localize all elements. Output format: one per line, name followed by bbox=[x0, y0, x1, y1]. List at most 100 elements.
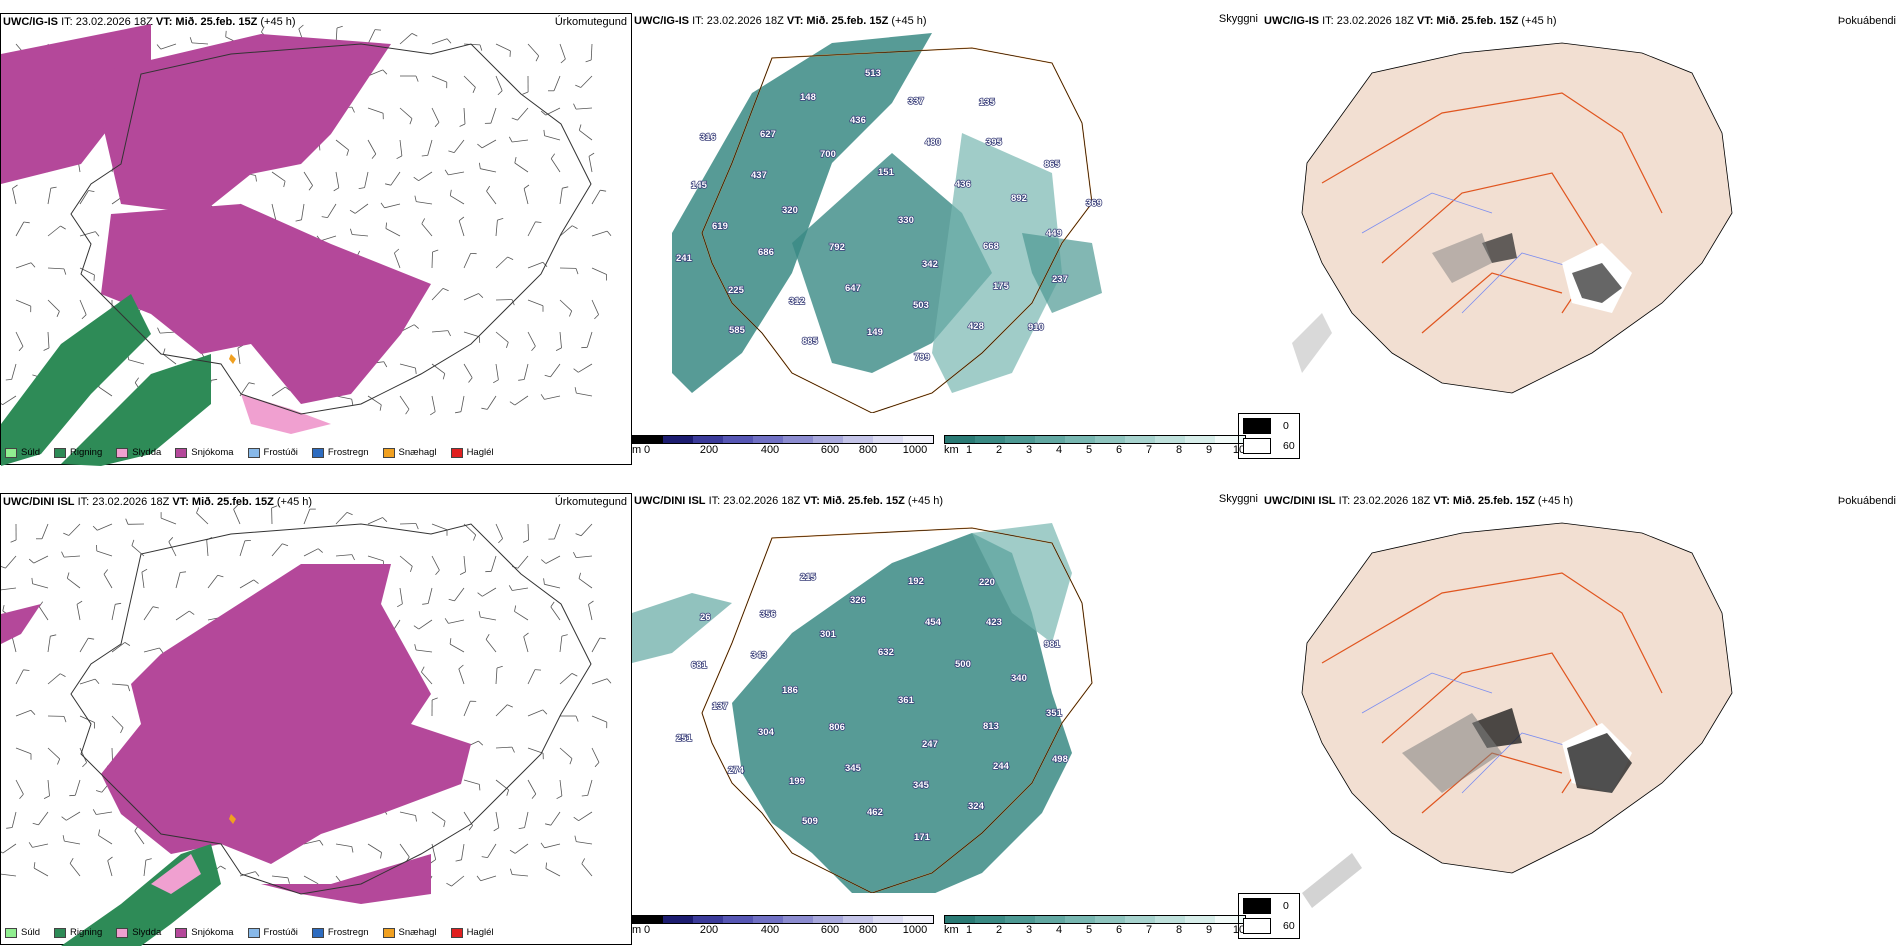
wind-barb-flag bbox=[415, 367, 417, 374]
wind-barb bbox=[463, 363, 473, 378]
ceiling-label: 175 bbox=[993, 281, 1010, 292]
wind-barb bbox=[237, 348, 241, 365]
wind-barb-flag bbox=[550, 601, 555, 608]
wind-barb bbox=[103, 573, 113, 589]
wind-barb bbox=[335, 843, 352, 847]
cloud-base-colorbar: m 0 200 400 600 800 1000 bbox=[632, 435, 934, 458]
wind-barb bbox=[527, 299, 544, 307]
wind-barb bbox=[160, 517, 177, 525]
ceiling-label: 498 bbox=[1052, 754, 1068, 765]
precip-legend-1: Súld Rigning Slydda Snjókoma Frostúði Fr… bbox=[5, 447, 494, 458]
wind-barb bbox=[588, 604, 593, 621]
ceiling-label: 324 bbox=[968, 801, 985, 812]
cloud-map-1: 330 792 151 342 320 436 647 700 668 686 480 503 437 8… bbox=[672, 33, 1103, 413]
wind-barb bbox=[335, 171, 340, 188]
precip-map-2 bbox=[1, 504, 612, 946]
cloud-visibility-panel-1: UWC/IG-IS IT: 23.02.2026 18Z VT: Mið. 25… bbox=[632, 13, 1262, 465]
wind-barb-flag bbox=[397, 603, 403, 608]
wind-barb bbox=[545, 555, 561, 564]
wind-barb bbox=[111, 604, 116, 621]
panel-title-5: UWC/DINI ISL IT: 23.02.2026 18Z VT: Mið.… bbox=[634, 495, 944, 507]
wind-barb bbox=[15, 221, 25, 237]
wind-barb-flag bbox=[379, 404, 382, 411]
ceiling-label: 700 bbox=[820, 149, 836, 160]
fog-legend-item: 60 bbox=[1243, 436, 1295, 456]
wind-barb-flag bbox=[522, 539, 529, 543]
wind-barb bbox=[47, 267, 65, 270]
wind-barb-flag bbox=[253, 579, 259, 584]
wind-barb bbox=[463, 253, 471, 269]
wind-barb bbox=[527, 669, 536, 685]
ceiling-label: 910 bbox=[1028, 322, 1044, 333]
fog-legend-2: 0 60 bbox=[1238, 893, 1300, 939]
wind-barb bbox=[591, 678, 608, 685]
wind-barb bbox=[463, 293, 479, 301]
wind-barb bbox=[271, 203, 277, 220]
wind-barb-flag bbox=[459, 571, 466, 575]
wind-barb bbox=[271, 875, 288, 879]
wind-barb-flag bbox=[588, 600, 594, 605]
wind-barb-flag bbox=[107, 856, 113, 861]
wind-barb bbox=[487, 843, 497, 858]
wind-barb-flag bbox=[506, 342, 509, 349]
wind-barb-flag bbox=[134, 377, 140, 383]
wind-barb-flag bbox=[95, 790, 102, 793]
wind-barb-flag bbox=[159, 647, 164, 654]
wind-barb bbox=[431, 251, 433, 269]
wind-barb-flag bbox=[346, 149, 349, 156]
wind-barb-flag bbox=[321, 216, 328, 218]
wind-barb-flag bbox=[414, 195, 417, 202]
wind-barb-flag bbox=[225, 30, 227, 37]
wind-barb bbox=[399, 811, 416, 816]
wind-barb bbox=[431, 75, 447, 83]
wind-barb-flag bbox=[189, 610, 195, 615]
ceiling-label: 632 bbox=[878, 647, 894, 658]
ceiling-label: 340 bbox=[1011, 673, 1027, 684]
wind-barb-flag bbox=[422, 603, 429, 605]
legend-item: Frostúði bbox=[247, 927, 298, 938]
wind-barb bbox=[523, 188, 529, 205]
wind-barb-flag bbox=[30, 710, 36, 715]
wind-barb bbox=[431, 523, 448, 531]
ceiling-label: 274 bbox=[728, 765, 745, 776]
wind-barb bbox=[32, 583, 49, 589]
ceiling-label: 423 bbox=[986, 617, 1002, 628]
wind-barb bbox=[79, 678, 96, 685]
wind-barb-flag bbox=[600, 189, 607, 192]
wind-barb bbox=[15, 709, 32, 717]
wind-barb-flag bbox=[430, 859, 436, 864]
cloud-base-bar bbox=[632, 435, 934, 444]
wind-barb bbox=[79, 299, 87, 315]
wind-barb-flag bbox=[57, 758, 61, 765]
wind-barb bbox=[367, 555, 384, 562]
wind-barb bbox=[2, 395, 17, 406]
visibility-bar bbox=[944, 915, 1246, 924]
wind-barb bbox=[47, 779, 50, 796]
legend-item: Súld bbox=[5, 927, 40, 938]
wind-barb-flag bbox=[498, 538, 503, 544]
wind-barb bbox=[399, 395, 410, 410]
wind-barb-flag bbox=[131, 539, 135, 546]
wind-barb bbox=[544, 395, 561, 400]
wind-barb bbox=[301, 203, 305, 220]
wind-barb bbox=[486, 190, 497, 205]
fog-index-panel-2: UWC/DINI ISL IT: 23.02.2026 18Z VT: Mið.… bbox=[1238, 493, 1900, 945]
wind-barb bbox=[431, 555, 440, 571]
ceiling-label: 330 bbox=[898, 215, 914, 226]
wind-barb-flag bbox=[157, 327, 161, 334]
wind-barb bbox=[579, 129, 593, 141]
visibility-ticks: km 1 2 3 4 5 6 7 8 9 10 bbox=[944, 924, 1246, 936]
wind-barb bbox=[481, 139, 497, 149]
wind-barb-flag bbox=[382, 517, 388, 522]
wind-barb bbox=[514, 395, 529, 406]
wind-barb-flag bbox=[60, 225, 66, 230]
wind-barb bbox=[495, 363, 499, 380]
cloud-title: Skyggni bbox=[1218, 493, 1258, 505]
wind-barb bbox=[367, 29, 376, 45]
wind-barb-flag bbox=[543, 129, 545, 136]
ceiling-label: 449 bbox=[1046, 228, 1062, 239]
wind-barb-flag bbox=[594, 762, 600, 768]
wind-barb-flag bbox=[562, 186, 569, 189]
wind-barb-flag bbox=[468, 825, 473, 831]
wind-barb bbox=[514, 843, 529, 854]
